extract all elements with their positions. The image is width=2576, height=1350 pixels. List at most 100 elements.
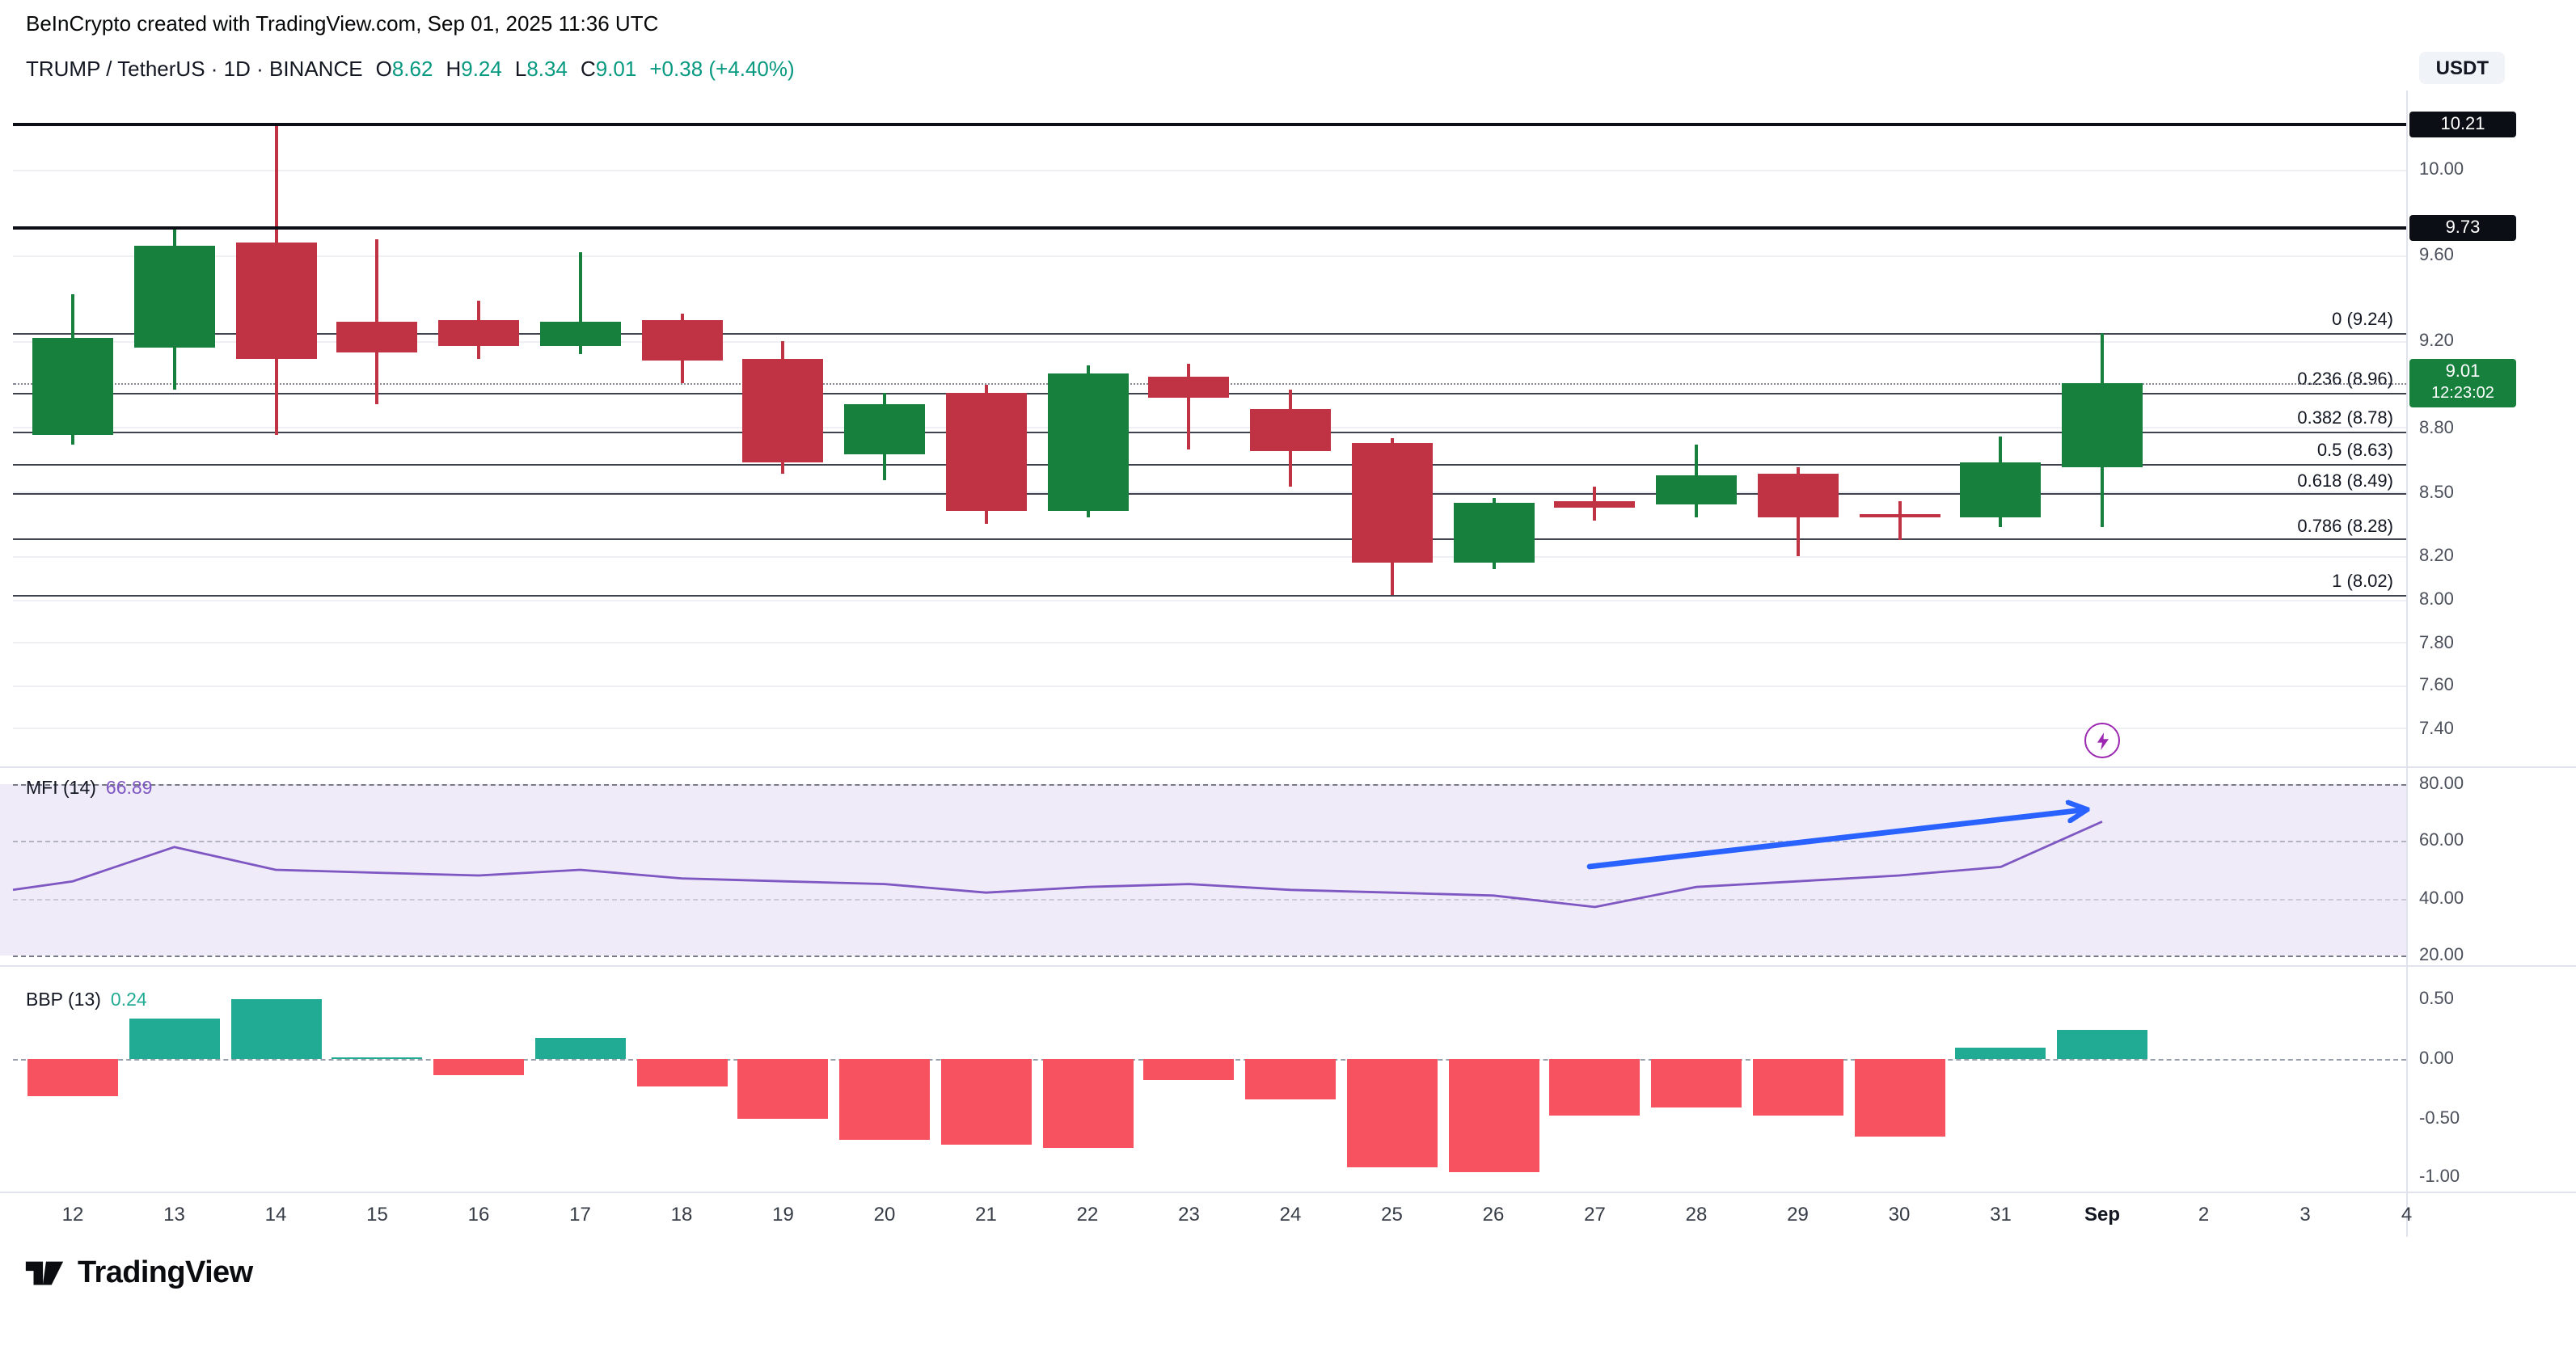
- price-line-badge-1021: 10.21: [2409, 112, 2516, 137]
- fib-level-line: [13, 431, 2406, 433]
- bbp-axis-tick: 0.50: [2419, 989, 2454, 1010]
- time-axis-label: 20: [873, 1203, 896, 1226]
- fib-level-label: 0.382 (8.78): [2297, 409, 2393, 429]
- bbp-name: BBP (13): [26, 991, 101, 1010]
- time-axis-label: 30: [1888, 1203, 1911, 1226]
- price-gridline: [13, 555, 2406, 558]
- time-axis-label: 13: [163, 1203, 185, 1226]
- countdown-timer: 12:23:02: [2431, 384, 2494, 403]
- change-value: +0.38 (+4.40%): [649, 57, 795, 81]
- time-axis-label: 15: [366, 1203, 388, 1226]
- mfi-axis-tick: 20.00: [2419, 946, 2464, 965]
- candle-body: [1757, 473, 1839, 518]
- candle-body: [844, 403, 925, 454]
- last-price-value: 9.01: [2445, 361, 2481, 382]
- tradingview-watermark[interactable]: TradingView: [23, 1255, 253, 1293]
- bbp-value: 0.24: [110, 991, 147, 1010]
- bbp-bar: [636, 1059, 727, 1086]
- fib-level-label: 0.618 (8.49): [2297, 471, 2393, 491]
- bbp-bar: [230, 999, 321, 1059]
- time-axis-label: 12: [61, 1203, 84, 1226]
- candle-body: [1351, 442, 1433, 563]
- bbp-bar: [1854, 1059, 1945, 1137]
- time-axis-label: Sep: [2084, 1203, 2121, 1226]
- bbp-bar: [1549, 1059, 1641, 1116]
- mfi-indicator-label[interactable]: MFI (14) 66.89: [26, 779, 152, 799]
- mfi-level-line: [13, 784, 2406, 786]
- price-gridline: [13, 340, 2406, 343]
- candle-body: [235, 243, 316, 360]
- candle-body: [2062, 382, 2143, 467]
- time-axis-label: 19: [772, 1203, 794, 1226]
- bbp-bar: [737, 1059, 829, 1120]
- panel-separator: [0, 766, 2576, 767]
- bbp-bar: [332, 1057, 423, 1060]
- bbp-axis-tick: 0.00: [2419, 1049, 2454, 1069]
- ohlc-low: L8.34: [514, 57, 568, 81]
- horizontal-price-line: [13, 123, 2406, 127]
- bbp-bar: [1752, 1059, 1843, 1116]
- price-axis[interactable]: [2408, 91, 2576, 1237]
- bbp-bar: [1651, 1059, 1742, 1107]
- time-axis-label: 27: [1584, 1203, 1606, 1226]
- fib-level-line: [13, 538, 2406, 541]
- time-axis-label: 29: [1787, 1203, 1809, 1226]
- bbp-bar: [1955, 1047, 2046, 1059]
- candle-body: [1656, 475, 1737, 505]
- candle-wick: [1187, 363, 1191, 449]
- symbol-title[interactable]: TRUMP / TetherUS · 1D · BINANCE: [26, 57, 363, 81]
- mfi-panel[interactable]: [0, 770, 2406, 964]
- bbp-bar: [839, 1059, 930, 1140]
- mfi-name: MFI (14): [26, 779, 96, 799]
- candle-body: [336, 322, 418, 353]
- tradingview-logo-icon: [25, 1261, 64, 1285]
- time-axis-label: 26: [1482, 1203, 1505, 1226]
- price-gridline: [13, 599, 2406, 601]
- price-gridline: [13, 491, 2406, 493]
- candle-body: [742, 359, 824, 462]
- bbp-bar: [27, 1059, 118, 1097]
- candle-body: [1047, 373, 1128, 512]
- last-price-badge: 9.01 12:23:02: [2409, 359, 2516, 407]
- bbp-bar: [129, 1019, 220, 1059]
- fib-level-label: 0.5 (8.63): [2316, 441, 2393, 462]
- price-axis-tick: 7.40: [2419, 719, 2454, 739]
- bbp-bar: [1143, 1059, 1235, 1081]
- mfi-level-line: [13, 956, 2406, 957]
- price-axis-tick: 7.60: [2419, 676, 2454, 696]
- lightning-event-icon[interactable]: [2084, 723, 2120, 758]
- candle-body: [438, 320, 519, 347]
- time-axis-label: 17: [569, 1203, 591, 1226]
- time-axis-label: 18: [670, 1203, 693, 1226]
- price-gridline: [13, 169, 2406, 171]
- time-axis[interactable]: [0, 1193, 2406, 1237]
- bbp-panel[interactable]: [0, 968, 2406, 1190]
- price-axis-tick: 9.20: [2419, 331, 2454, 352]
- time-axis-label: 25: [1381, 1203, 1403, 1226]
- time-axis-label: 21: [975, 1203, 997, 1226]
- fib-level-label: 0.786 (8.28): [2297, 517, 2393, 537]
- ohlc-close: C9.01: [580, 57, 637, 81]
- lightning-bolt-icon: [2096, 732, 2109, 749]
- candle-body: [1453, 503, 1534, 563]
- bbp-indicator-label[interactable]: BBP (13) 0.24: [26, 991, 147, 1010]
- candle-body: [1148, 376, 1230, 398]
- price-gridline: [13, 427, 2406, 429]
- price-axis-tick: 9.60: [2419, 246, 2454, 266]
- candle-body: [945, 393, 1027, 512]
- time-axis-label: 3: [2299, 1203, 2311, 1226]
- time-axis-label: 16: [467, 1203, 490, 1226]
- mfi-axis-tick: 80.00: [2419, 774, 2464, 794]
- symbol-info-row: TRUMP / TetherUS · 1D · BINANCE O8.62 H9…: [26, 57, 795, 81]
- ohlc-high: H9.24: [446, 57, 502, 81]
- fib-level-line: [13, 493, 2406, 496]
- candle-body: [539, 322, 621, 347]
- bbp-bar: [1042, 1059, 1133, 1148]
- price-axis-border: [2406, 91, 2408, 1237]
- time-axis-label: 23: [1178, 1203, 1200, 1226]
- candle-body: [1250, 408, 1331, 452]
- currency-button[interactable]: USDT: [2419, 52, 2505, 84]
